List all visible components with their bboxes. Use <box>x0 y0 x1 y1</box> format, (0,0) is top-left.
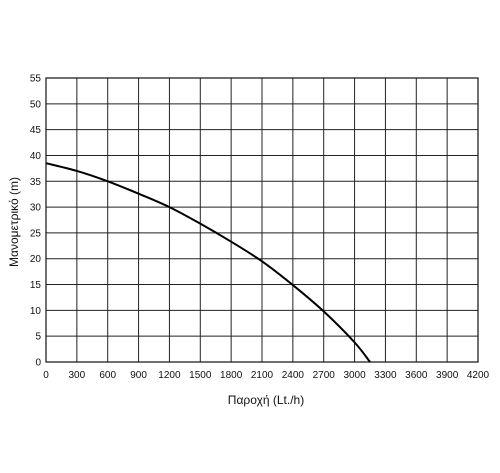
x-tick-label: 3000 <box>343 370 366 381</box>
x-tick-label: 2100 <box>251 370 274 381</box>
x-tick-label: 3300 <box>374 370 397 381</box>
x-tick-label: 300 <box>69 370 86 381</box>
x-tick-label: 2400 <box>282 370 305 381</box>
x-tick-label: 3900 <box>436 370 459 381</box>
x-tick-label: 900 <box>130 370 147 381</box>
y-tick-label: 10 <box>30 306 42 317</box>
x-tick-labels: 0 300 600 900 1200 1500 1800 2100 2400 2700 3000 33… <box>43 370 489 381</box>
y-tick-label: 0 <box>35 358 41 369</box>
x-tick-label: 2700 <box>313 370 336 381</box>
grid <box>45 77 479 363</box>
y-tick-label: 35 <box>30 177 42 188</box>
y-tick-label: 40 <box>30 151 42 162</box>
x-tick-label: 0 <box>43 370 49 381</box>
y-tick-label: 5 <box>35 332 41 343</box>
y-tick-label: 20 <box>30 254 42 265</box>
y-tick-label: 25 <box>30 228 42 239</box>
y-tick-label: 50 <box>30 99 42 110</box>
y-tick-label: 55 <box>30 74 42 85</box>
x-axis-title: Παροχή (Lt./h) <box>228 393 304 407</box>
x-tick-label: 3600 <box>405 370 428 381</box>
x-tick-label: 1500 <box>189 370 212 381</box>
x-tick-label: 1800 <box>220 370 243 381</box>
y-tick-labels: 0 5 10 15 20 25 30 35 40 45 50 55 <box>30 74 42 369</box>
x-tick-label: 1200 <box>158 370 181 381</box>
x-tick-label: 4200 <box>467 370 490 381</box>
x-tick-label: 600 <box>99 370 116 381</box>
series-group <box>45 162 371 363</box>
pump-curve-line <box>45 162 371 363</box>
y-tick-label: 30 <box>30 203 42 214</box>
y-tick-label: 45 <box>30 125 42 136</box>
y-tick-label: 15 <box>30 280 42 291</box>
plot-frame <box>45 77 479 363</box>
y-axis-title: Μανομετρικό (m) <box>7 177 21 267</box>
